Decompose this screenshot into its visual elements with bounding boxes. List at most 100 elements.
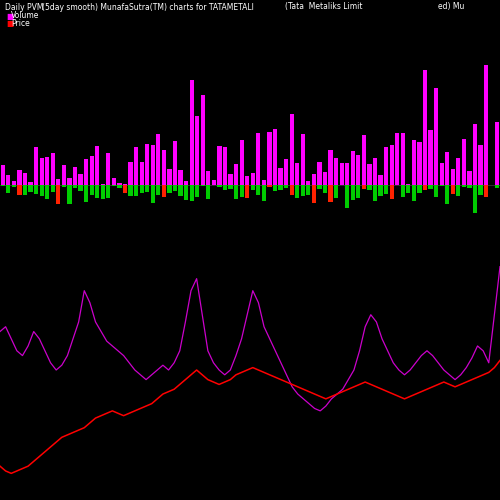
Bar — [190, 185, 194, 201]
Bar — [140, 185, 143, 192]
Bar — [468, 185, 471, 188]
Bar — [412, 140, 416, 185]
Bar — [406, 184, 410, 185]
Bar — [362, 136, 366, 185]
Bar — [100, 184, 105, 185]
Bar — [400, 134, 405, 185]
Bar — [328, 185, 332, 202]
Bar — [184, 182, 188, 185]
Bar — [306, 182, 310, 185]
Bar — [28, 185, 32, 192]
Bar — [345, 185, 350, 208]
Text: (Tata  Metaliks Limit: (Tata Metaliks Limit — [285, 2, 362, 12]
Bar — [440, 163, 444, 185]
Bar — [268, 132, 272, 185]
Bar — [150, 145, 155, 185]
Bar — [156, 134, 160, 185]
Bar — [173, 142, 177, 185]
Bar — [318, 185, 322, 190]
Bar — [434, 88, 438, 185]
Bar — [228, 185, 232, 189]
Bar — [78, 174, 82, 185]
Bar — [484, 185, 488, 197]
Bar — [312, 185, 316, 203]
Bar — [112, 178, 116, 185]
Bar — [145, 185, 150, 192]
Bar — [6, 175, 10, 185]
Bar — [495, 185, 500, 188]
Bar — [468, 171, 471, 185]
Text: Price: Price — [11, 19, 30, 28]
Bar — [106, 153, 110, 185]
Bar — [284, 158, 288, 185]
Bar — [178, 170, 182, 185]
Bar — [173, 185, 177, 191]
Bar — [412, 185, 416, 200]
Bar — [356, 155, 360, 185]
Bar — [373, 158, 377, 185]
Bar — [34, 147, 38, 185]
Bar — [162, 185, 166, 196]
Bar — [34, 185, 38, 194]
Bar — [45, 185, 50, 199]
Bar — [84, 158, 88, 185]
Bar — [195, 116, 200, 185]
Bar — [145, 144, 150, 185]
Bar — [445, 152, 450, 185]
Bar — [140, 162, 143, 185]
Bar — [384, 148, 388, 185]
Bar — [390, 185, 394, 199]
Bar — [328, 150, 332, 185]
Bar — [234, 185, 238, 199]
Bar — [445, 185, 450, 204]
Bar — [384, 185, 388, 194]
Bar — [6, 185, 10, 193]
Text: ■: ■ — [6, 12, 13, 20]
Bar — [256, 185, 260, 194]
Bar — [400, 185, 405, 197]
Bar — [306, 185, 310, 194]
Bar — [200, 95, 205, 185]
Bar — [118, 185, 122, 188]
Bar — [218, 146, 222, 185]
Bar — [473, 185, 477, 214]
Bar — [68, 185, 71, 204]
Text: Daily PVM: Daily PVM — [5, 2, 44, 12]
Bar — [212, 180, 216, 185]
Bar — [156, 185, 160, 195]
Bar — [395, 133, 400, 185]
Bar — [50, 152, 55, 185]
Bar — [40, 185, 44, 196]
Bar — [0, 185, 5, 186]
Bar — [323, 185, 327, 194]
Bar — [368, 164, 372, 185]
Bar — [418, 142, 422, 185]
Bar — [373, 185, 377, 202]
Bar — [262, 180, 266, 185]
Bar — [23, 185, 27, 196]
Bar — [62, 185, 66, 186]
Bar — [112, 185, 116, 186]
Bar — [56, 179, 60, 185]
Text: (5day smooth) MunafaSutra(TM) charts for TATAMETALI: (5day smooth) MunafaSutra(TM) charts for… — [42, 2, 254, 12]
Bar — [362, 185, 366, 189]
Bar — [450, 185, 455, 194]
Bar — [134, 185, 138, 196]
Bar — [206, 185, 210, 198]
Bar — [295, 162, 300, 185]
Bar — [218, 185, 222, 187]
Bar — [378, 175, 382, 185]
Bar — [95, 146, 100, 185]
Bar — [95, 185, 100, 198]
Bar — [134, 146, 138, 185]
Bar — [428, 130, 432, 185]
Bar — [406, 185, 410, 192]
Bar — [56, 185, 60, 204]
Bar — [228, 174, 232, 185]
Bar — [128, 162, 132, 185]
Bar — [250, 174, 255, 185]
Bar — [378, 185, 382, 196]
Bar — [440, 185, 444, 186]
Bar — [390, 145, 394, 185]
Bar — [462, 185, 466, 186]
